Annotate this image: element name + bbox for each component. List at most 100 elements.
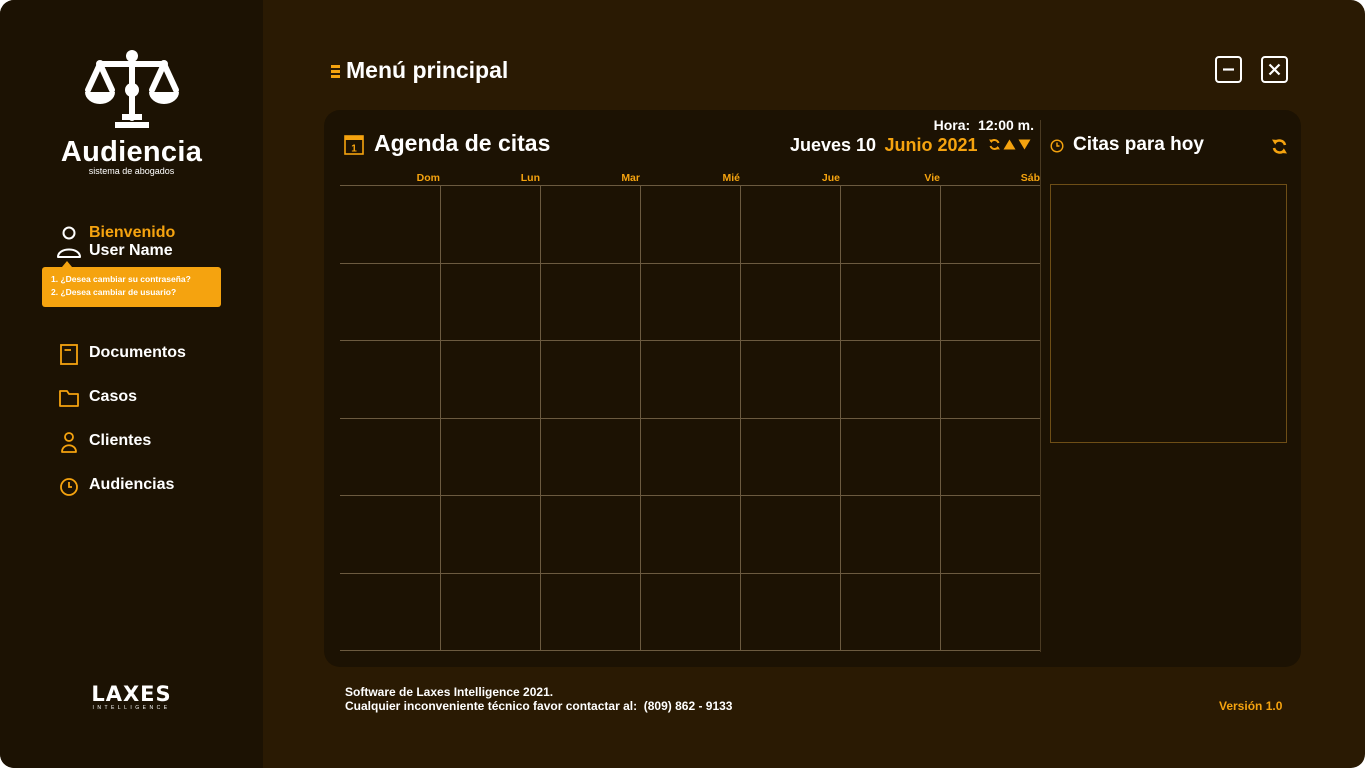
menu-icon [331,65,340,79]
calendar-day-cell[interactable] [740,495,840,573]
grid-row-line [340,340,1040,342]
weekday-label: Lun [520,172,540,184]
user-icon [57,226,81,258]
weekday-label: Vie [924,172,940,184]
calendar-day-cell[interactable] [340,185,440,263]
grid-row-line [340,262,1040,264]
calendar-day-cell[interactable] [440,340,540,418]
sidebar: Audiencia sistema de abogados Bienvenido… [0,0,263,768]
calendar-day-cell[interactable] [540,418,640,496]
calendar-day-cell[interactable] [640,418,740,496]
calendar-day-cell[interactable] [940,340,1040,418]
weekday-label: Dom [416,172,440,184]
user-icon [61,432,77,453]
calendar-day-cell[interactable] [940,185,1040,263]
calendar-day-cell[interactable] [540,263,640,341]
agenda-title: Agenda de citas [374,130,551,156]
current-month: Junio 2021 [884,135,978,155]
calendar-day-cell[interactable] [340,418,440,496]
laxes-logo-word: LAXES [91,682,172,706]
refresh-icon[interactable] [1271,138,1288,155]
today-appointments-title: Citas para hoy [1073,134,1204,155]
grid-row-line [340,185,1040,186]
calendar-day-cell[interactable] [640,573,740,651]
chevron-up-icon[interactable] [1003,138,1016,151]
calendar-day-cell[interactable] [840,185,940,263]
chevron-down-icon[interactable] [1018,138,1031,151]
clock-icon [60,478,78,496]
calendar-day-cell[interactable] [740,418,840,496]
support-phone: (809) 862 - 9133 [643,699,733,713]
calendar-day-cell[interactable] [940,418,1040,496]
brand-subtitle: sistema de abogados [88,166,175,176]
sidebar-item-clientes[interactable]: Clientes [58,429,248,455]
calendar-day-cell[interactable] [440,573,540,651]
calendar-day-cell[interactable] [440,418,540,496]
calendar-day-cell[interactable] [440,185,540,263]
sidebar-item-label: Casos [89,388,138,405]
grid-row-line [340,649,1040,651]
sidebar-item-documentos[interactable]: Documentos [58,341,248,367]
laxes-logo-sub: INTELLIGENCE [92,705,171,711]
grid-row-line [340,495,1040,497]
page-title-text: Menú principal [346,57,509,83]
footer-line-1: Software de Laxes Intelligence 2021. [345,685,554,699]
current-day: Jueves 10 [789,135,877,155]
calendar-day-cell[interactable] [940,573,1040,651]
calendar-day-cell[interactable] [840,573,940,651]
grid-col-line [840,185,841,651]
calendar-day-cell[interactable] [940,495,1040,573]
grid-col-line [540,185,541,651]
calendar-day-cell[interactable] [940,263,1040,341]
calendar-day-cell[interactable] [640,495,740,573]
grid-col-line [940,185,941,651]
calendar-day-cell[interactable] [740,185,840,263]
calendar-day-cell[interactable] [840,263,940,341]
refresh-icon[interactable] [988,138,1001,151]
sidebar-item-label: Documentos [89,344,186,361]
calendar-day-cell[interactable] [440,263,540,341]
grid-col-line [440,185,441,651]
sidebar-item-label: Clientes [89,432,152,449]
footer: Software de Laxes Intelligence 2021. Cua… [345,685,732,713]
calendar-day-cell[interactable] [640,340,740,418]
calendar-day-cell[interactable] [540,185,640,263]
calendar-day-cell[interactable] [840,418,940,496]
calendar-day-cell[interactable] [740,263,840,341]
change-password-option[interactable]: 1. ¿Desea cambiar su contraseña? [51,274,191,284]
calendar-day-cell[interactable] [840,495,940,573]
user-block[interactable]: Bienvenido User Name [56,224,256,264]
calendar-day-cell[interactable] [640,263,740,341]
sidebar-item-audiencias[interactable]: Audiencias [58,473,248,499]
calendar-day-cell[interactable] [840,340,940,418]
today-appointments-list[interactable] [1050,184,1287,443]
weekday-header: Dom Lun Mar Mié Jue Vie Sáb [340,172,1040,186]
calendar-day-cell[interactable] [540,340,640,418]
calendar-day-cell[interactable] [540,495,640,573]
calendar-day-cell[interactable] [740,573,840,651]
calendar-day-cell[interactable] [340,340,440,418]
weekday-label: Mar [621,172,640,184]
calendar-day-cell[interactable] [340,573,440,651]
calendar-day-cell[interactable] [440,495,540,573]
weekday-label: Mié [722,172,740,184]
calendar-day-cell[interactable] [540,573,640,651]
svg-text:1: 1 [351,144,357,155]
time-value: 12:00 m. [977,117,1034,133]
calendar-day-cell[interactable] [340,263,440,341]
current-time: Hora: 12:00 m. [934,117,1034,133]
grid-col-line [640,185,641,651]
clock-icon [1050,139,1064,153]
folder-icon [59,390,79,407]
scales-of-justice-icon [85,50,179,128]
calendar-day-cell[interactable] [740,340,840,418]
weekday-label: Jue [821,172,840,184]
close-button[interactable] [1261,56,1288,83]
minimize-button[interactable] [1215,56,1242,83]
calendar-day-cell[interactable] [640,185,740,263]
support-label: Cualquier inconveniente técnico favor co… [345,699,638,713]
sidebar-item-casos[interactable]: Casos [58,385,248,411]
calendar-day-cell[interactable] [340,495,440,573]
panel-divider [1040,120,1041,652]
change-user-option[interactable]: 2. ¿Desea cambiar de usuario? [51,287,177,297]
